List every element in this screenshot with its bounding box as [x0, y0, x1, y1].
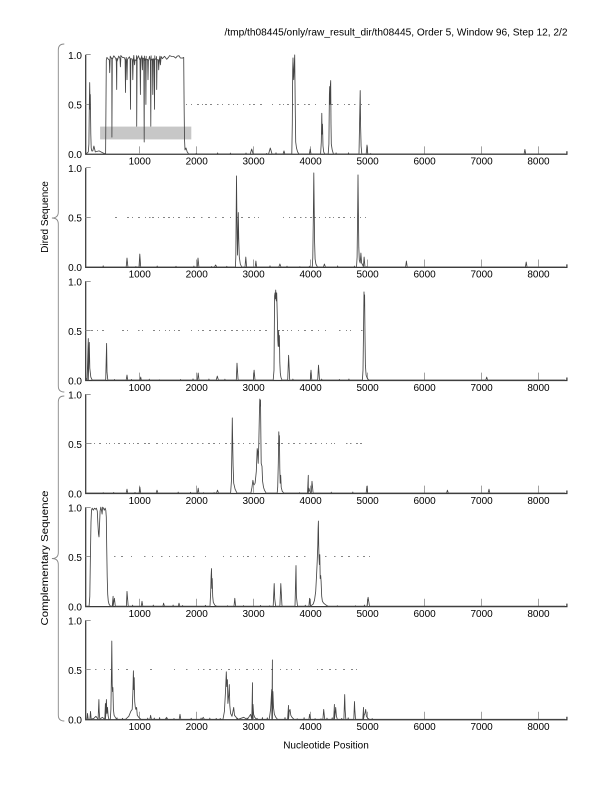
svg-text:3000: 3000: [242, 270, 265, 281]
svg-text:0.0: 0.0: [68, 716, 82, 727]
svg-text:1000: 1000: [129, 496, 152, 507]
svg-text:5000: 5000: [356, 157, 379, 168]
svg-text:8000: 8000: [527, 157, 550, 168]
svg-text:0.5: 0.5: [68, 327, 82, 338]
svg-text:/tmp/th08445/only/raw_result_d: /tmp/th08445/only/raw_result_dir/th08445…: [225, 28, 568, 39]
svg-text:0.0: 0.0: [68, 602, 82, 613]
svg-text:0.0: 0.0: [68, 263, 82, 274]
svg-text:2000: 2000: [186, 383, 209, 394]
svg-text:2000: 2000: [186, 496, 209, 507]
svg-text:1000: 1000: [129, 609, 152, 620]
svg-text:8000: 8000: [527, 609, 550, 620]
svg-text:Dired Sequence: Dired Sequence: [40, 181, 51, 253]
svg-text:1.0: 1.0: [68, 503, 82, 514]
svg-text:1000: 1000: [129, 383, 152, 394]
svg-text:Nucleotide Position: Nucleotide Position: [283, 741, 369, 752]
svg-text:3000: 3000: [242, 157, 265, 168]
svg-text:4000: 4000: [299, 270, 322, 281]
svg-text:7000: 7000: [470, 722, 493, 733]
svg-text:3000: 3000: [242, 722, 265, 733]
svg-text:7000: 7000: [470, 609, 493, 620]
svg-text:0.5: 0.5: [68, 101, 82, 112]
svg-text:2000: 2000: [186, 609, 209, 620]
svg-text:3000: 3000: [242, 609, 265, 620]
svg-text:0.0: 0.0: [68, 376, 82, 387]
svg-text:6000: 6000: [413, 270, 436, 281]
svg-text:0.0: 0.0: [68, 489, 82, 500]
svg-text:5000: 5000: [356, 496, 379, 507]
svg-text:Complementary Sequence: Complementary Sequence: [40, 490, 51, 625]
svg-text:2000: 2000: [186, 270, 209, 281]
svg-text:4000: 4000: [299, 722, 322, 733]
svg-text:7000: 7000: [470, 157, 493, 168]
svg-text:1000: 1000: [129, 270, 152, 281]
svg-text:1.0: 1.0: [68, 277, 82, 288]
svg-text:5000: 5000: [356, 609, 379, 620]
svg-text:1.0: 1.0: [68, 164, 82, 175]
svg-text:7000: 7000: [470, 383, 493, 394]
svg-text:6000: 6000: [413, 383, 436, 394]
svg-text:2000: 2000: [186, 722, 209, 733]
svg-text:7000: 7000: [470, 496, 493, 507]
svg-text:0.5: 0.5: [68, 553, 82, 564]
svg-text:8000: 8000: [527, 496, 550, 507]
svg-text:0.5: 0.5: [68, 440, 82, 451]
svg-text:3000: 3000: [242, 496, 265, 507]
svg-text:1000: 1000: [129, 157, 152, 168]
svg-text:4000: 4000: [299, 383, 322, 394]
svg-text:6000: 6000: [413, 609, 436, 620]
svg-text:4000: 4000: [299, 609, 322, 620]
svg-text:1.0: 1.0: [68, 617, 82, 628]
svg-text:8000: 8000: [527, 722, 550, 733]
svg-text:4000: 4000: [299, 496, 322, 507]
svg-text:6000: 6000: [413, 496, 436, 507]
svg-text:8000: 8000: [527, 270, 550, 281]
svg-text:7000: 7000: [470, 270, 493, 281]
svg-text:5000: 5000: [356, 270, 379, 281]
svg-text:0.5: 0.5: [68, 214, 82, 225]
svg-text:6000: 6000: [413, 722, 436, 733]
svg-text:1.0: 1.0: [68, 51, 82, 62]
svg-text:0.0: 0.0: [68, 150, 82, 161]
svg-text:1000: 1000: [129, 722, 152, 733]
svg-text:5000: 5000: [356, 383, 379, 394]
svg-text:2000: 2000: [186, 157, 209, 168]
svg-text:5000: 5000: [356, 722, 379, 733]
svg-text:3000: 3000: [242, 383, 265, 394]
svg-text:4000: 4000: [299, 157, 322, 168]
svg-text:8000: 8000: [527, 383, 550, 394]
svg-text:0.5: 0.5: [68, 666, 82, 677]
svg-text:6000: 6000: [413, 157, 436, 168]
svg-text:1.0: 1.0: [68, 390, 82, 401]
